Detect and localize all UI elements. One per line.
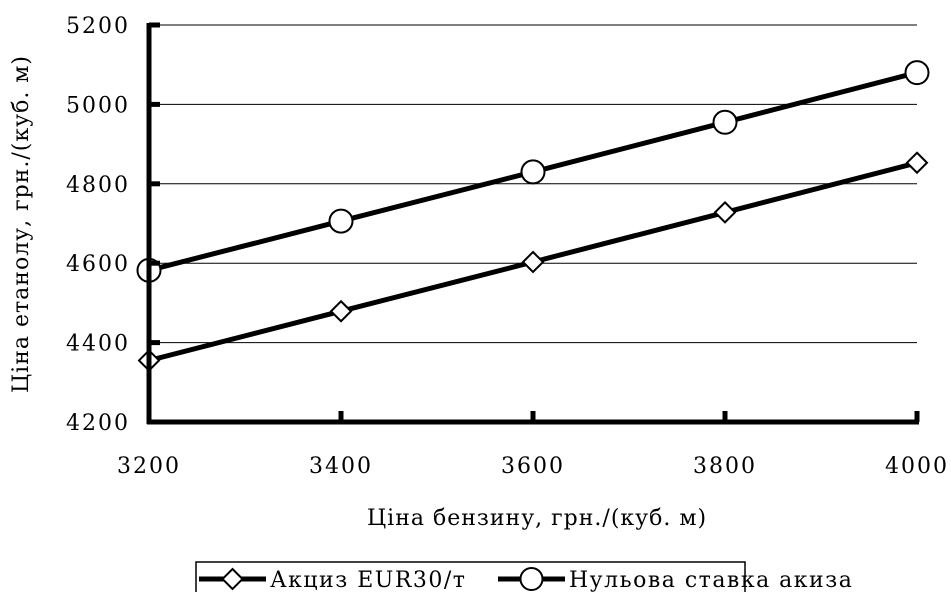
legend-diamond-icon [221, 567, 244, 591]
legend-label-zero-rate: Нульова ставка акиза [569, 568, 853, 592]
data-point-diamond [329, 299, 353, 323]
x-tick-label: 3800 [693, 454, 757, 479]
axes [146, 22, 920, 425]
x-tick-label: 3600 [501, 454, 565, 479]
y-axis-title: Ціна етанолу, грн./(куб. м) [9, 55, 34, 393]
series-group [136, 60, 930, 372]
data-point-diamond [521, 250, 545, 274]
y-tick-label: 5200 [66, 14, 130, 39]
tick-labels: 4200 4400 4600 4800 5000 5200 3200 3400 3600 3800… [66, 14, 949, 479]
y-tick-label: 4200 [66, 411, 130, 436]
x-tick-label: 3200 [117, 454, 181, 479]
data-point-circle [328, 208, 354, 234]
y-tick-label: 4600 [66, 252, 130, 277]
data-point-diamond [713, 200, 737, 224]
x-axis-title: Ціна бензину, грн./(куб. м) [367, 506, 707, 531]
x-tick-label: 4000 [885, 454, 949, 479]
y-tick-label: 5000 [66, 93, 130, 118]
data-point-circle [712, 109, 738, 135]
legend-entry-zero-rate: Нульова ставка акиза [498, 567, 853, 592]
legend-label-excise: Акциз EUR30/т [270, 568, 466, 592]
data-point-circle [904, 60, 930, 86]
legend-entry-excise: Акциз EUR30/т [199, 567, 466, 592]
data-point-circle [520, 159, 546, 185]
legend: Акциз EUR30/т Нульова ставка акиза [195, 561, 853, 592]
legend-circle-icon [519, 567, 544, 591]
legend-box [195, 561, 746, 592]
y-tick-label: 4800 [66, 173, 130, 198]
data-point-diamond [905, 151, 929, 175]
y-tick-label: 4400 [66, 332, 130, 357]
x-tick-label: 3400 [309, 454, 373, 479]
